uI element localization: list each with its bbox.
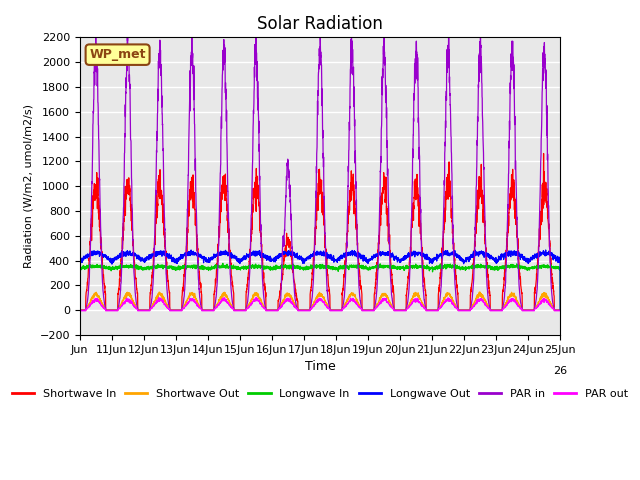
- Line: PAR in: PAR in: [80, 27, 560, 310]
- Longwave Out: [159, 249, 167, 255]
- Shortwave In: [131, 260, 138, 266]
- Longwave Out: [495, 256, 503, 262]
- Longwave In: [260, 265, 268, 271]
- Shortwave In: [495, 307, 503, 313]
- PAR in: [159, 148, 167, 154]
- Shortwave Out: [76, 307, 84, 313]
- Shortwave Out: [159, 297, 167, 302]
- Longwave Out: [260, 253, 268, 259]
- Shortwave Out: [131, 301, 138, 307]
- Shortwave Out: [281, 294, 289, 300]
- Text: 26: 26: [553, 365, 567, 375]
- PAR in: [131, 278, 138, 284]
- Shortwave Out: [556, 307, 564, 313]
- Y-axis label: Radiation (W/m2, umol/m2/s): Radiation (W/m2, umol/m2/s): [24, 104, 34, 268]
- Longwave Out: [281, 250, 289, 256]
- Line: Shortwave Out: Shortwave Out: [80, 292, 560, 310]
- PAR in: [76, 307, 84, 313]
- Longwave In: [556, 307, 564, 313]
- Text: WP_met: WP_met: [90, 48, 146, 61]
- Longwave Out: [542, 247, 550, 253]
- PAR out: [159, 298, 167, 303]
- Line: Longwave Out: Longwave Out: [80, 250, 560, 310]
- Title: Solar Radiation: Solar Radiation: [257, 15, 383, 33]
- Line: Longwave In: Longwave In: [80, 264, 560, 310]
- Shortwave Out: [495, 307, 503, 313]
- X-axis label: Time: Time: [305, 360, 335, 373]
- PAR in: [556, 307, 564, 313]
- Shortwave In: [260, 279, 268, 285]
- Longwave In: [495, 266, 503, 272]
- PAR out: [547, 303, 555, 309]
- Longwave Out: [547, 252, 555, 258]
- Longwave In: [281, 263, 289, 269]
- Shortwave Out: [547, 302, 555, 308]
- Shortwave In: [159, 220, 167, 226]
- Shortwave Out: [260, 303, 268, 309]
- PAR in: [495, 307, 503, 313]
- Longwave In: [131, 265, 138, 271]
- PAR out: [76, 308, 84, 313]
- Shortwave In: [556, 307, 564, 313]
- PAR out: [281, 299, 289, 305]
- PAR out: [495, 308, 503, 313]
- PAR in: [281, 220, 289, 226]
- Shortwave In: [547, 262, 555, 268]
- PAR out: [556, 308, 564, 313]
- PAR in: [260, 296, 268, 302]
- PAR out: [131, 303, 138, 309]
- Line: Shortwave In: Shortwave In: [80, 154, 560, 310]
- Longwave Out: [76, 256, 84, 262]
- PAR in: [547, 278, 555, 284]
- Longwave Out: [556, 307, 564, 313]
- Longwave In: [159, 266, 167, 272]
- PAR out: [260, 305, 268, 311]
- Longwave In: [76, 265, 84, 271]
- Shortwave In: [540, 151, 547, 156]
- Longwave In: [547, 264, 555, 270]
- Line: PAR out: PAR out: [80, 298, 560, 311]
- Shortwave In: [281, 252, 289, 257]
- PAR out: [252, 295, 260, 300]
- Shortwave Out: [476, 289, 483, 295]
- Legend: Shortwave In, Shortwave Out, Longwave In, Longwave Out, PAR in, PAR out: Shortwave In, Shortwave Out, Longwave In…: [7, 385, 633, 404]
- PAR in: [477, 24, 484, 30]
- Longwave Out: [131, 252, 138, 258]
- Shortwave In: [76, 307, 84, 313]
- Longwave In: [219, 261, 227, 266]
